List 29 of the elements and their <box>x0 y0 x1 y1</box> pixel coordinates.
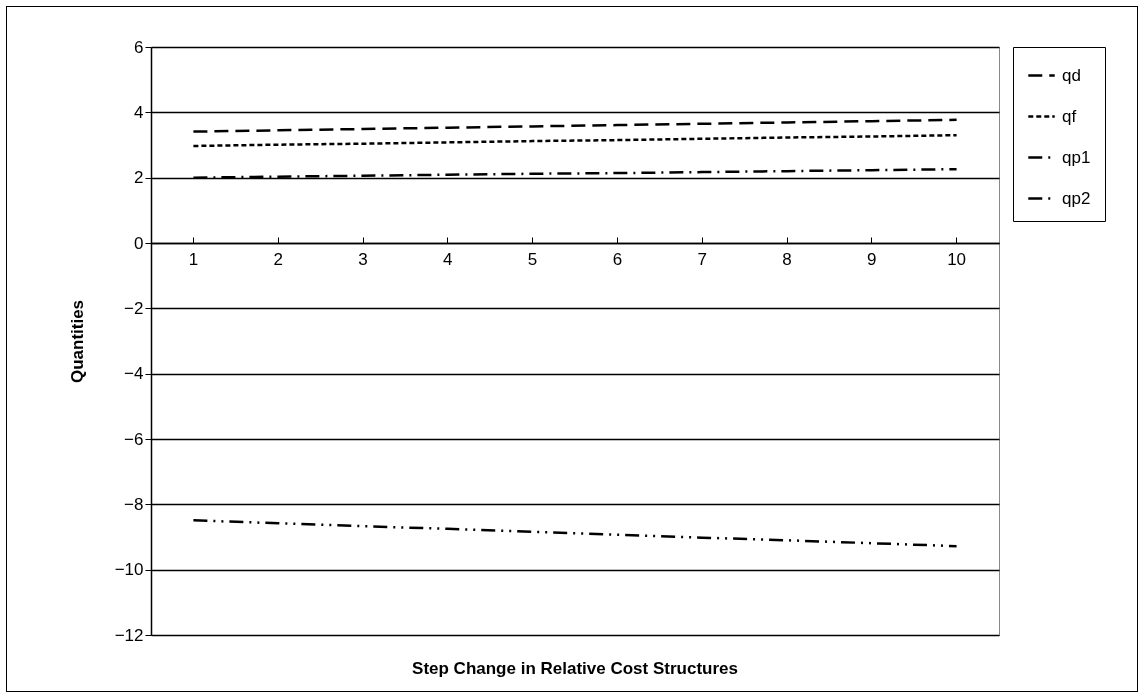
y-tick-label: −6 <box>124 429 144 449</box>
x-tick-label: 10 <box>947 249 967 269</box>
x-tick-label: 7 <box>697 249 707 269</box>
x-tick-label: 1 <box>188 249 199 269</box>
line-series <box>192 519 958 548</box>
legend-label: qp1 <box>1062 147 1091 167</box>
x-tick-label: 9 <box>867 249 877 269</box>
x-tick-label: 8 <box>782 249 792 269</box>
line-series <box>192 133 958 148</box>
legend-label: qf <box>1062 106 1077 126</box>
line-series <box>192 118 958 133</box>
y-tick-label: −2 <box>124 298 144 318</box>
y-tick-label: 4 <box>134 102 144 122</box>
x-axis-title: Step Change in Relative Cost Structures <box>412 659 738 678</box>
y-tick-label: 0 <box>134 233 144 253</box>
x-tick-label: 5 <box>527 249 538 269</box>
x-tick-label: 3 <box>358 249 368 269</box>
legend-label: qd <box>1062 65 1081 85</box>
y-tick-label: −4 <box>124 364 144 384</box>
y-axis-title: Quantities <box>67 299 87 384</box>
x-tick-label: 6 <box>612 249 623 269</box>
legend-label: qp2 <box>1062 188 1091 208</box>
x-tick-label: 4 <box>443 249 453 269</box>
y-tick-label: −12 <box>114 625 144 645</box>
y-tick-label: 6 <box>134 37 144 57</box>
x-tick-label: 2 <box>273 249 283 269</box>
y-tick-label: −10 <box>114 560 144 580</box>
y-tick-label: −8 <box>124 494 144 514</box>
y-tick-label: 2 <box>134 168 144 188</box>
